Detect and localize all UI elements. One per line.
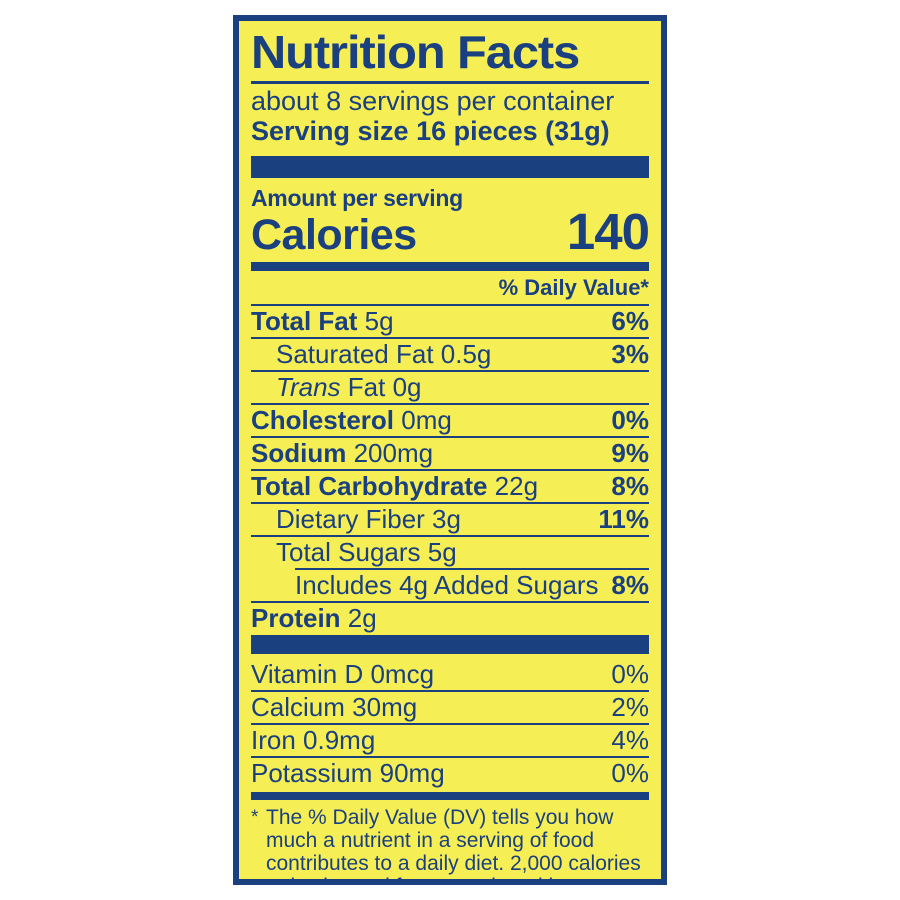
servings-per-container: about 8 servings per container bbox=[251, 86, 615, 116]
nutrient-row: Includes 4g Added Sugars 8% bbox=[251, 570, 649, 601]
micronutrient-table: Vitamin D 0mcg 0% Calcium 30mg 2% Iron 0.9mg… bbox=[251, 659, 649, 789]
footnote-asterisk: * bbox=[251, 807, 259, 828]
daily-value: 2% bbox=[611, 692, 649, 722]
daily-value: 8% bbox=[611, 570, 649, 600]
daily-value: 11% bbox=[598, 504, 649, 534]
nutrient-row: Iron 0.9mg 4% bbox=[251, 725, 649, 756]
nutrient-name: Total Carbohydrate 22g bbox=[251, 471, 539, 501]
nutrient-row: Trans Fat 0g bbox=[251, 372, 649, 403]
row-separator bbox=[251, 469, 649, 471]
row-separator bbox=[251, 337, 649, 339]
daily-value: 4% bbox=[611, 725, 649, 755]
nutrient-name: Iron 0.9mg bbox=[251, 725, 376, 755]
nutrient-name: Potassium 90mg bbox=[251, 758, 445, 788]
nutrient-row: Sodium 200mg 9% bbox=[251, 438, 649, 469]
nutrient-row: Total Fat 5g 6% bbox=[251, 306, 649, 337]
amount-per-serving-label: Amount per serving bbox=[251, 185, 463, 211]
protein-divider-thick bbox=[251, 635, 649, 654]
nutrient-row: Cholesterol 0mg 0% bbox=[251, 405, 649, 436]
nutrient-name: Includes 4g Added Sugars bbox=[295, 570, 599, 600]
nutrient-name: Saturated Fat 0.5g bbox=[276, 339, 492, 369]
nutrient-name: Trans Fat 0g bbox=[276, 372, 422, 402]
serving-size: Serving size 16 pieces (31g) bbox=[251, 116, 610, 146]
daily-value: 3% bbox=[611, 339, 649, 369]
nutrient-name: Total Fat 5g bbox=[251, 306, 394, 336]
nutrient-table: Total Fat 5g 6% Saturated Fat 0.5g 3% Trans … bbox=[251, 304, 649, 634]
row-separator bbox=[251, 756, 649, 758]
row-separator bbox=[251, 502, 649, 504]
calories-value: 140 bbox=[566, 203, 650, 260]
footnote-text: The % Daily Value (DV) tells you how muc… bbox=[266, 806, 641, 879]
nutrient-row: Total Carbohydrate 22g 8% bbox=[251, 471, 649, 502]
nutrient-row: Saturated Fat 0.5g 3% bbox=[251, 339, 649, 370]
daily-value: 0% bbox=[611, 758, 649, 788]
nutrient-name: Protein 2g bbox=[251, 603, 377, 633]
row-separator bbox=[251, 370, 649, 372]
row-separator bbox=[295, 568, 649, 570]
row-separator bbox=[251, 601, 649, 603]
label-title: Nutrition Facts bbox=[251, 26, 580, 78]
calories-row: Calories 140 bbox=[251, 203, 650, 260]
nutrient-name: Dietary Fiber 3g bbox=[276, 504, 461, 534]
daily-value-header: % Daily Value* bbox=[498, 275, 649, 300]
daily-value: 9% bbox=[611, 438, 649, 468]
nutrient-row: Dietary Fiber 3g 11% bbox=[251, 504, 649, 535]
nutrient-name: Total Sugars 5g bbox=[276, 537, 457, 567]
daily-value: 8% bbox=[611, 471, 649, 501]
nutrient-row: Protein 2g bbox=[251, 603, 649, 634]
footnote: * The % Daily Value (DV) tells you how m… bbox=[251, 800, 649, 879]
nutrient-row: Calcium 30mg 2% bbox=[251, 692, 649, 723]
title-rule bbox=[251, 81, 649, 84]
row-separator bbox=[251, 304, 649, 306]
footnote-divider bbox=[251, 792, 649, 800]
nutrient-name: Calcium 30mg bbox=[251, 692, 418, 722]
nutrition-facts-label: Nutrition Facts about 8 servings per con… bbox=[233, 15, 667, 885]
row-separator bbox=[251, 723, 649, 725]
row-separator bbox=[251, 535, 649, 537]
section-divider-thick bbox=[251, 156, 649, 178]
row-separator bbox=[251, 436, 649, 438]
calories-divider bbox=[251, 262, 649, 271]
row-separator bbox=[251, 690, 649, 692]
nutrient-name: Cholesterol 0mg bbox=[251, 405, 452, 435]
calories-label: Calories bbox=[251, 211, 417, 259]
row-separator bbox=[251, 403, 649, 405]
daily-value: 0% bbox=[611, 405, 649, 435]
daily-value: 0% bbox=[611, 659, 649, 689]
nutrient-name: Vitamin D 0mcg bbox=[251, 659, 435, 689]
nutrient-name: Sodium 200mg bbox=[251, 438, 434, 468]
nutrient-row: Potassium 90mg 0% bbox=[251, 758, 649, 789]
daily-value: 6% bbox=[611, 306, 649, 336]
nutrient-row: Vitamin D 0mcg 0% bbox=[251, 659, 649, 690]
nutrient-row: Total Sugars 5g bbox=[251, 537, 649, 568]
